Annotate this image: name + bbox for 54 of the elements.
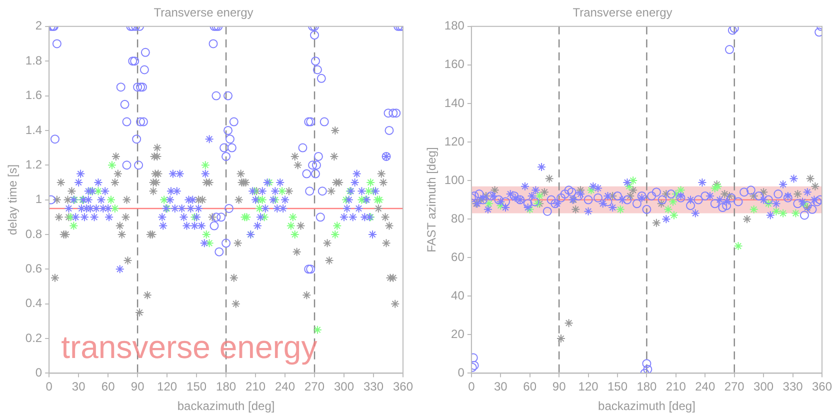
x-tick-label: 30 <box>494 380 508 394</box>
y-tick-label: 1.2 <box>25 157 42 172</box>
x-tick-label: 60 <box>101 380 116 394</box>
chart-title: Transverse energy <box>154 6 254 20</box>
y-tick-label: 0 <box>458 366 465 380</box>
x-tick-label: 0 <box>46 380 53 394</box>
chart-title: Transverse energy <box>572 6 672 20</box>
y-axis-title: FAST azimuth [deg] <box>424 147 439 252</box>
x-tick-label: 330 <box>782 380 804 394</box>
x-tick-label: 120 <box>578 380 599 394</box>
x-axis-title: backazimuth [deg] <box>598 399 696 414</box>
y-tick-label: 80 <box>451 211 465 226</box>
y-tick-label: 0.4 <box>25 296 42 310</box>
y-tick-label: 180 <box>444 18 465 33</box>
x-tick-label: 150 <box>607 380 628 394</box>
y-tick-label: 1.4 <box>25 122 42 137</box>
y-tick-label: 20 <box>451 326 465 341</box>
y-tick-label: 60 <box>451 250 465 264</box>
y-tick-label: 2 <box>35 18 42 33</box>
y-tick-label: 1 <box>35 192 42 206</box>
x-tick-label: 240 <box>695 380 716 394</box>
x-tick-label: 60 <box>523 380 537 394</box>
y-tick-label: 140 <box>444 96 465 110</box>
x-tick-label: 360 <box>392 380 414 394</box>
y-tick-label: 160 <box>444 57 465 72</box>
x-tick-label: 150 <box>186 380 207 394</box>
y-tick-label: 0 <box>35 366 42 380</box>
x-tick-label: 180 <box>636 380 658 394</box>
x-tick-label: 300 <box>754 380 774 394</box>
x-tick-label: 30 <box>72 380 86 394</box>
x-tick-label: 300 <box>334 380 354 394</box>
x-tick-label: 240 <box>275 380 296 394</box>
y-tick-label: 0.8 <box>25 226 42 241</box>
x-tick-label: 270 <box>304 380 325 394</box>
x-tick-label: 0 <box>468 380 476 394</box>
x-tick-label: 270 <box>724 380 745 394</box>
x-tick-label: 210 <box>246 380 266 394</box>
y-tick-label: 120 <box>444 134 465 148</box>
y-tick-label: 0.6 <box>25 261 42 276</box>
y-tick-label: 0.2 <box>25 330 42 345</box>
x-tick-label: 330 <box>363 380 384 394</box>
annotation: transverse energy <box>61 329 318 366</box>
x-tick-label: 210 <box>666 380 686 394</box>
x-tick-label: 180 <box>216 380 236 394</box>
y-tick-label: 1.8 <box>25 53 42 68</box>
x-axis-title: backazimuth [deg] <box>177 399 275 414</box>
x-tick-label: 360 <box>812 380 832 394</box>
x-tick-label: 120 <box>157 380 178 394</box>
x-tick-label: 90 <box>552 380 566 394</box>
y-tick-label: 40 <box>451 288 465 302</box>
y-tick-label: 100 <box>444 172 465 187</box>
y-axis-title: delay time [s] <box>6 164 20 236</box>
y-tick-label: 1.6 <box>25 88 42 102</box>
x-tick-label: 90 <box>130 380 145 394</box>
